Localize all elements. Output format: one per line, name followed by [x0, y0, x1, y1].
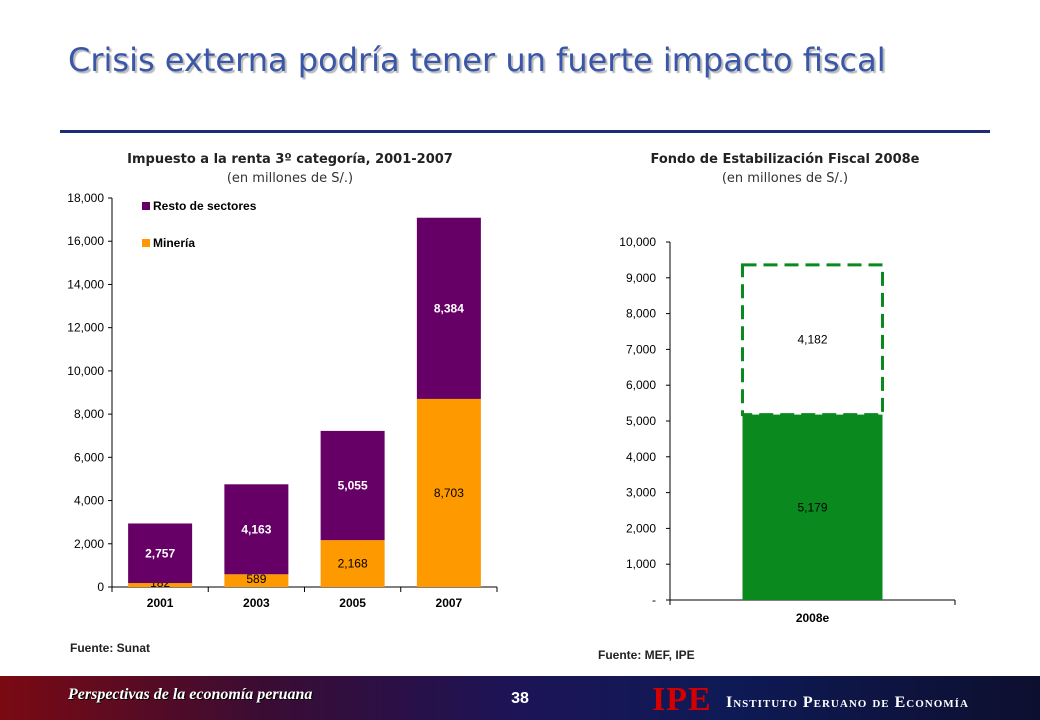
y-tick-label: -: [652, 593, 656, 607]
y-tick-label: 16,000: [67, 234, 104, 248]
bar-resto-2007: [416, 217, 481, 399]
data-label: 5,055: [338, 479, 368, 493]
y-tick-label: 7,000: [626, 342, 656, 356]
y-tick-label: 8,000: [626, 307, 656, 321]
data-label: 4,182: [797, 333, 827, 347]
y-tick-label: 10,000: [67, 364, 104, 378]
y-tick-label: 3,000: [626, 486, 656, 500]
right-chart-subtitle: (en millones de S/.): [721, 171, 849, 186]
left-chart-header: Impuesto a la renta 3º categoría, 2001-2…: [80, 150, 500, 188]
bar-fondo-solid: [742, 414, 883, 600]
y-tick-label: 6,000: [74, 450, 104, 464]
footer-text: Perspectivas de la economía peruana: [68, 686, 313, 703]
legend-label: Resto de sectores: [153, 199, 257, 213]
y-tick-label: 1,000: [626, 557, 656, 571]
y-tick-label: 4,000: [626, 450, 656, 464]
y-tick-label: 2,000: [74, 537, 104, 551]
y-tick-label: 9,000: [626, 271, 656, 285]
left-chart-source: Fuente: Sunat: [70, 641, 150, 655]
bar-mineria-2005: [320, 540, 385, 587]
data-label: 8,384: [434, 301, 464, 315]
y-tick-label: 5,000: [626, 414, 656, 428]
y-tick-label: 4,000: [74, 494, 104, 508]
left-chart-title: Impuesto a la renta 3º categoría, 2001-2…: [127, 152, 453, 167]
x-tick-label: 2007: [436, 596, 463, 610]
data-label: 2,168: [338, 557, 368, 571]
ipe-logo: IPE: [652, 681, 712, 718]
bar-fondo-dashed: [741, 263, 884, 417]
y-tick-label: 18,000: [67, 191, 104, 205]
bar-resto-2001: [128, 523, 193, 584]
data-label: 8,703: [434, 486, 464, 500]
data-label: 4,163: [241, 522, 271, 536]
bar-resto-2005: [320, 430, 385, 541]
x-tick-label: 2008e: [796, 611, 830, 625]
data-label: 5,179: [797, 500, 827, 514]
y-tick-label: 8,000: [74, 407, 104, 421]
right-chart-source: Fuente: MEF, IPE: [598, 648, 695, 662]
y-tick-label: 6,000: [626, 378, 656, 392]
bar-mineria-2001: [128, 583, 193, 587]
footer-band: [0, 676, 1040, 720]
y-tick-label: 10,000: [619, 235, 656, 249]
bar-mineria-2003: [224, 574, 289, 587]
legend-swatch-resto: [142, 202, 150, 210]
legend-swatch-mineria: [142, 239, 150, 247]
page-number: 38: [511, 690, 529, 707]
organization-name: Instituto Peruano de Economía: [726, 694, 969, 711]
x-tick-label: 2001: [147, 596, 174, 610]
y-tick-label: 12,000: [67, 321, 104, 335]
data-label: 2,757: [145, 546, 175, 560]
y-tick-label: 14,000: [67, 277, 104, 291]
legend-label: Minería: [153, 236, 195, 250]
y-tick-label: 0: [97, 580, 104, 594]
slide-title: Crisis externa podría tener un fuerte im…: [68, 41, 886, 79]
bar-resto-2003: [224, 484, 289, 575]
right-chart-header: Fondo de Estabilización Fiscal 2008e (en…: [585, 150, 985, 188]
x-tick-label: 2003: [243, 596, 270, 610]
bar-mineria-2007: [416, 398, 481, 587]
title-rule: [60, 130, 990, 133]
left-chart-subtitle: (en millones de S/.): [226, 171, 354, 186]
right-chart-title: Fondo de Estabilización Fiscal 2008e: [650, 152, 920, 167]
data-label: 589: [246, 572, 266, 586]
x-tick-label: 2005: [339, 596, 366, 610]
y-tick-label: 2,000: [626, 521, 656, 535]
